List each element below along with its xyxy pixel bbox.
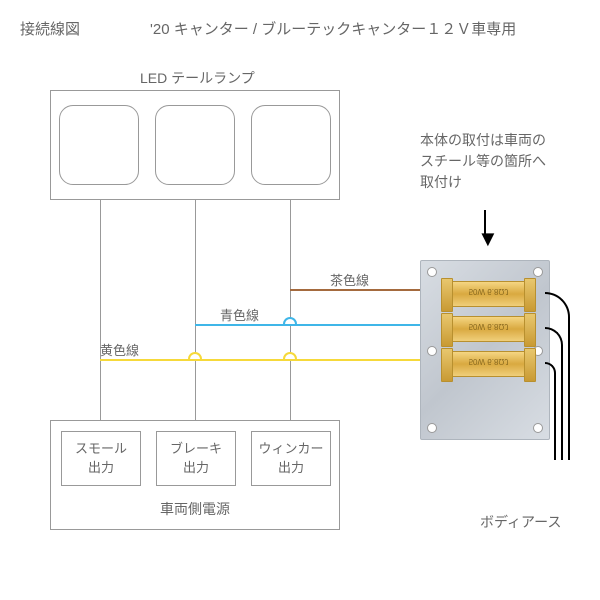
plate-hole: [427, 267, 437, 277]
resistor-text: 50W 6.8ΩJ: [447, 322, 530, 331]
connector-line: [290, 200, 291, 420]
ground-label: ボディアース: [480, 512, 561, 532]
wire-hop: [283, 352, 297, 359]
resistor: 50W 6.8ΩJ: [446, 316, 531, 342]
connector-line: [195, 200, 196, 420]
mounting-note: 本体の取付は車両の スチール等の箇所へ 取付け: [420, 130, 546, 193]
wire-brown: [290, 289, 420, 291]
connector-line: [100, 200, 101, 420]
output-winker-label: ウィンカー 出力: [258, 440, 323, 476]
plate-hole: [427, 346, 437, 356]
wire-hop: [283, 317, 297, 324]
wire-hop: [188, 352, 202, 359]
lamp-cell: [59, 105, 139, 185]
resistor: 50W 6.8ΩJ: [446, 281, 531, 307]
output-winker: ウィンカー 出力: [251, 431, 331, 486]
output-box: スモール 出力 ブレーキ 出力 ウィンカー 出力 車両側電源: [50, 420, 340, 530]
title-right: '20 キャンター / ブルーテックキャンター１２Ｖ車専用: [150, 18, 516, 39]
power-label: 車両側電源: [51, 499, 339, 519]
resistor-text: 50W 6.8ΩJ: [447, 357, 530, 366]
wire-yellow-label: 黄色線: [100, 340, 139, 359]
wire-yellow: [100, 359, 420, 361]
output-brake-label: ブレーキ 出力: [170, 440, 222, 476]
note-line: スチール等の箇所へ: [420, 151, 546, 172]
lamp-cell: [251, 105, 331, 185]
wire-blue: [195, 324, 420, 326]
resistor-text: 50W 6.8ΩJ: [447, 287, 530, 296]
lamp-section-label: LED テールランプ: [140, 68, 255, 88]
resistor: 50W 6.8ΩJ: [446, 351, 531, 377]
ground-wire: [545, 362, 556, 460]
note-line: 取付け: [420, 172, 546, 193]
plate-hole: [533, 423, 543, 433]
wire-blue-label: 青色線: [220, 305, 259, 324]
lamp-cell: [155, 105, 235, 185]
output-brake: ブレーキ 出力: [156, 431, 236, 486]
output-small: スモール 出力: [61, 431, 141, 486]
resistor-plate: 50W 6.8ΩJ 50W 6.8ΩJ 50W 6.8ΩJ: [420, 260, 550, 440]
title-left: 接続線図: [20, 18, 80, 39]
plate-hole: [533, 267, 543, 277]
note-line: 本体の取付は車両の: [420, 130, 546, 151]
arrow-down-icon: ▼: [477, 226, 499, 252]
plate-hole: [427, 423, 437, 433]
wire-brown-label: 茶色線: [330, 270, 369, 289]
lamp-box: [50, 90, 340, 200]
output-small-label: スモール 出力: [75, 440, 127, 476]
